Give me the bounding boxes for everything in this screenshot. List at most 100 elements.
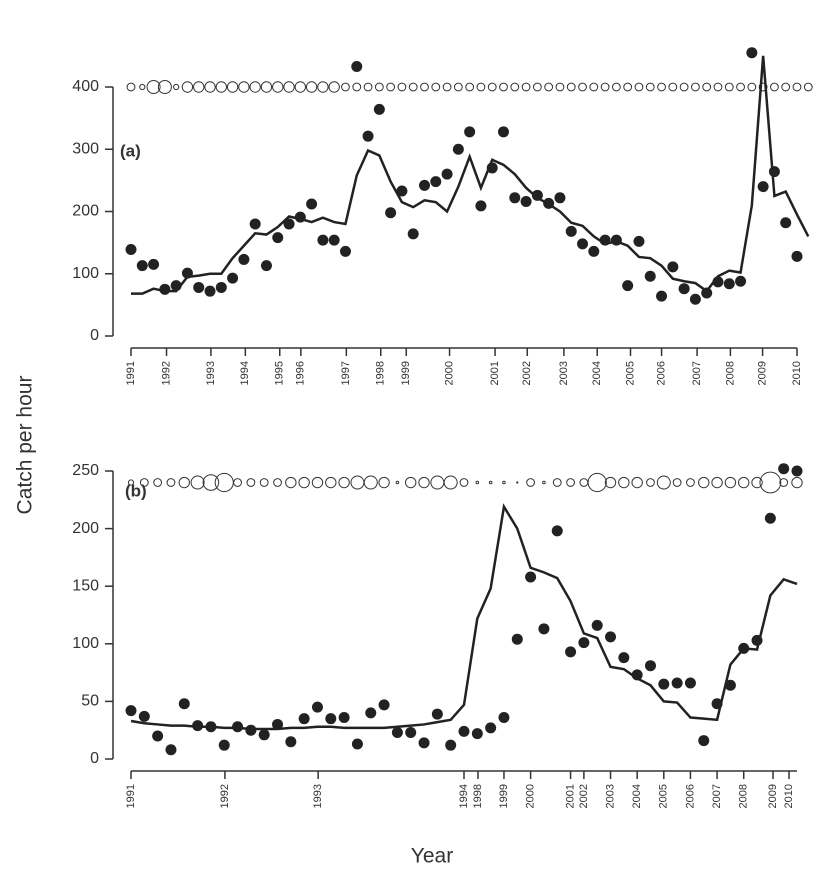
data-point [125, 243, 137, 255]
data-point [339, 245, 351, 257]
sample-size-marker [779, 478, 789, 487]
sample-size-marker [363, 82, 373, 92]
data-point [485, 722, 497, 734]
data-point [351, 60, 363, 72]
sample-size-marker [623, 82, 633, 92]
data-point [338, 712, 350, 724]
sample-size-marker [214, 472, 234, 493]
data-point [746, 47, 758, 59]
sample-size-marker [555, 82, 565, 92]
data-point [218, 739, 230, 751]
data-point [178, 698, 190, 710]
sample-size-marker [724, 476, 737, 489]
data-point [298, 713, 310, 725]
data-point [671, 677, 683, 689]
sample-size-marker [589, 82, 599, 92]
data-point [622, 280, 634, 292]
data-point [311, 701, 323, 713]
sample-size-marker [646, 478, 655, 487]
sample-size-marker [173, 83, 180, 91]
sample-size-marker [233, 478, 242, 487]
y-tick-label: 0 [90, 750, 99, 767]
data-point [578, 637, 590, 649]
x-tick-label: 2002 [521, 361, 533, 385]
data-point [445, 739, 457, 751]
sample-size-marker [408, 82, 418, 92]
x-tick-label: 2008 [738, 784, 750, 808]
data-point [152, 730, 164, 742]
y-tick-label: 200 [72, 203, 99, 220]
x-axis-label: Year [411, 845, 453, 868]
sample-size-marker [544, 82, 554, 92]
sample-size-marker [552, 478, 562, 487]
data-point [678, 283, 690, 295]
sample-size-marker [453, 82, 463, 92]
data-point [644, 660, 656, 672]
sample-size-marker [724, 82, 734, 92]
x-tick-label: 1991 [125, 784, 137, 808]
data-point [791, 250, 803, 262]
sample-size-marker [488, 480, 493, 485]
y-tick-label: 400 [72, 78, 99, 95]
sample-size-marker [259, 478, 269, 487]
sample-size-marker [499, 82, 508, 92]
sample-size-marker [202, 474, 220, 491]
data-point [391, 727, 403, 739]
sample-size-marker [747, 82, 757, 92]
sample-size-marker [521, 82, 531, 92]
data-point [365, 707, 377, 719]
data-point [684, 677, 696, 689]
sample-size-marker [791, 476, 803, 489]
data-point [285, 736, 297, 748]
sample-size-marker [328, 81, 340, 93]
sample-size-marker [679, 82, 689, 92]
x-tick-label: 2006 [684, 784, 696, 808]
sample-size-marker [657, 82, 666, 92]
data-point [238, 253, 250, 265]
data-point [249, 218, 261, 230]
data-point [325, 713, 337, 725]
sample-size-marker [431, 82, 441, 92]
data-point [471, 728, 483, 740]
data-point [458, 725, 470, 737]
sample-size-marker [691, 82, 700, 92]
sample-size-marker [249, 81, 261, 93]
data-point [378, 699, 390, 711]
sample-size-marker [542, 480, 546, 485]
data-point [227, 272, 239, 284]
sample-size-marker [178, 476, 190, 489]
sample-size-marker [341, 82, 350, 92]
data-point [764, 512, 776, 524]
sample-size-marker [803, 82, 813, 92]
sample-size-marker [713, 82, 723, 92]
data-point [644, 270, 656, 282]
data-point [148, 258, 160, 270]
data-point [136, 260, 148, 272]
sample-size-marker [738, 476, 750, 489]
data-point [778, 463, 790, 475]
sample-size-marker [430, 475, 445, 490]
fitted-line [130, 503, 798, 731]
x-tick-label: 2006 [655, 361, 667, 385]
x-tick-label: 2004 [631, 784, 643, 808]
data-point [385, 207, 397, 219]
data-point [656, 290, 668, 302]
sample-size-marker [238, 81, 250, 93]
sample-size-marker [758, 82, 768, 92]
sample-size-marker [338, 476, 350, 489]
x-tick-label: 2005 [658, 784, 670, 808]
sample-size-marker [759, 471, 782, 494]
data-point [768, 166, 780, 178]
y-tick-label: 200 [72, 520, 99, 537]
data-point [667, 261, 679, 273]
sample-size-marker [587, 472, 607, 493]
data-point [193, 281, 205, 293]
sample-size-marker [226, 81, 239, 93]
data-point [538, 623, 550, 635]
data-point [407, 228, 419, 240]
sample-size-marker [139, 83, 146, 91]
sample-size-marker [146, 80, 161, 94]
x-tick-label: 1994 [458, 784, 470, 808]
sample-size-marker [378, 476, 390, 489]
